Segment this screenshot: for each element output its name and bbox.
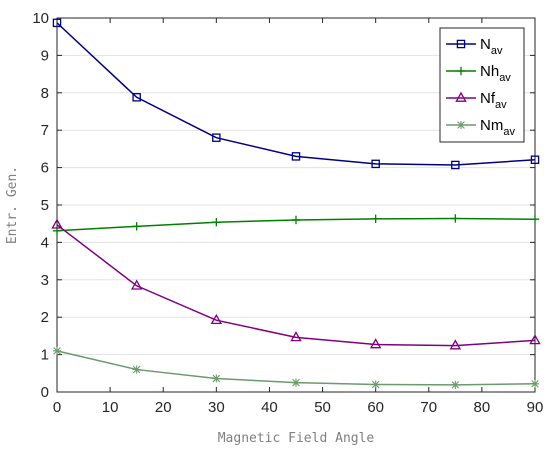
series-group	[51, 18, 541, 389]
y-tick-label: 9	[41, 47, 49, 64]
legend-marker	[456, 66, 466, 76]
data-point	[132, 93, 141, 102]
y-tick-label: 3	[41, 272, 49, 289]
data-point	[130, 279, 143, 290]
data-point	[371, 380, 380, 389]
legend-label: Nmav	[480, 117, 515, 138]
legend-label: Nfav	[480, 90, 507, 111]
data-point	[531, 379, 539, 388]
data-point	[212, 133, 221, 142]
x-tick-label: 40	[261, 399, 278, 416]
x-tick-label: 20	[155, 399, 172, 416]
data-point	[530, 215, 540, 224]
data-point	[449, 339, 462, 350]
y-tick-label: 6	[41, 160, 49, 177]
data-point	[51, 218, 63, 229]
legend: Nav Nhav Nfav Nmav	[439, 27, 525, 143]
legend-marker	[455, 91, 467, 102]
data-point	[530, 155, 540, 164]
x-tick-label: 60	[367, 399, 384, 416]
x-axis-title: Magnetic Field Angle	[218, 431, 375, 446]
series-nm-av	[53, 346, 539, 389]
legend-entry: Nmav	[446, 117, 515, 138]
legend-label: Nav	[480, 36, 503, 57]
series-nh-av	[52, 214, 540, 236]
series-nf-av	[51, 218, 541, 350]
axis-ticks: 0 1 2 3 4 5 6 7 8 9 10 0 10 20 30 40 50 60 70 80 90	[32, 10, 543, 416]
y-tick-label: 1	[41, 347, 49, 364]
data-point	[212, 218, 221, 227]
data-point	[292, 378, 300, 387]
y-tick-label: 7	[41, 122, 49, 139]
x-tick-label: 10	[102, 399, 119, 416]
legend-label: Nhav	[480, 63, 511, 84]
data-point	[132, 365, 141, 374]
data-point	[52, 18, 62, 28]
x-tick-label: 50	[314, 399, 331, 416]
data-point	[529, 334, 541, 345]
y-tick-label: 8	[41, 85, 49, 102]
y-axis-title: Entr. Gen.	[5, 166, 20, 244]
y-tick-label: 2	[41, 309, 49, 326]
legend-entry: Nhav	[446, 63, 511, 84]
legend-marker	[456, 39, 466, 49]
data-point	[53, 346, 61, 355]
data-point	[132, 222, 141, 231]
y-tick-label: 0	[41, 384, 49, 401]
y-tick-label: 4	[41, 234, 49, 251]
data-point	[210, 313, 223, 325]
series-n-av	[52, 18, 540, 170]
legend-marker	[457, 121, 465, 129]
y-tick-label: 10	[32, 10, 49, 27]
data-point	[212, 374, 221, 383]
data-point	[451, 160, 460, 170]
x-tick-label: 90	[527, 399, 544, 416]
data-point	[291, 152, 301, 161]
legend-box	[439, 27, 525, 143]
data-point	[371, 159, 380, 169]
series-line	[56, 22, 536, 166]
legend-entry: Nfav	[446, 90, 507, 111]
x-tick-label: 80	[474, 399, 491, 416]
legend-entry: Nav	[446, 36, 503, 57]
y-tick-label: 5	[41, 197, 49, 214]
data-point	[290, 331, 302, 342]
data-point	[369, 338, 382, 349]
data-point	[451, 214, 460, 223]
data-point	[371, 214, 380, 224]
data-point	[291, 215, 301, 225]
x-tick-label: 0	[53, 399, 61, 416]
series-line	[56, 224, 536, 347]
x-tick-label: 70	[420, 399, 437, 416]
x-tick-label: 30	[208, 399, 225, 416]
data-point	[451, 380, 460, 389]
